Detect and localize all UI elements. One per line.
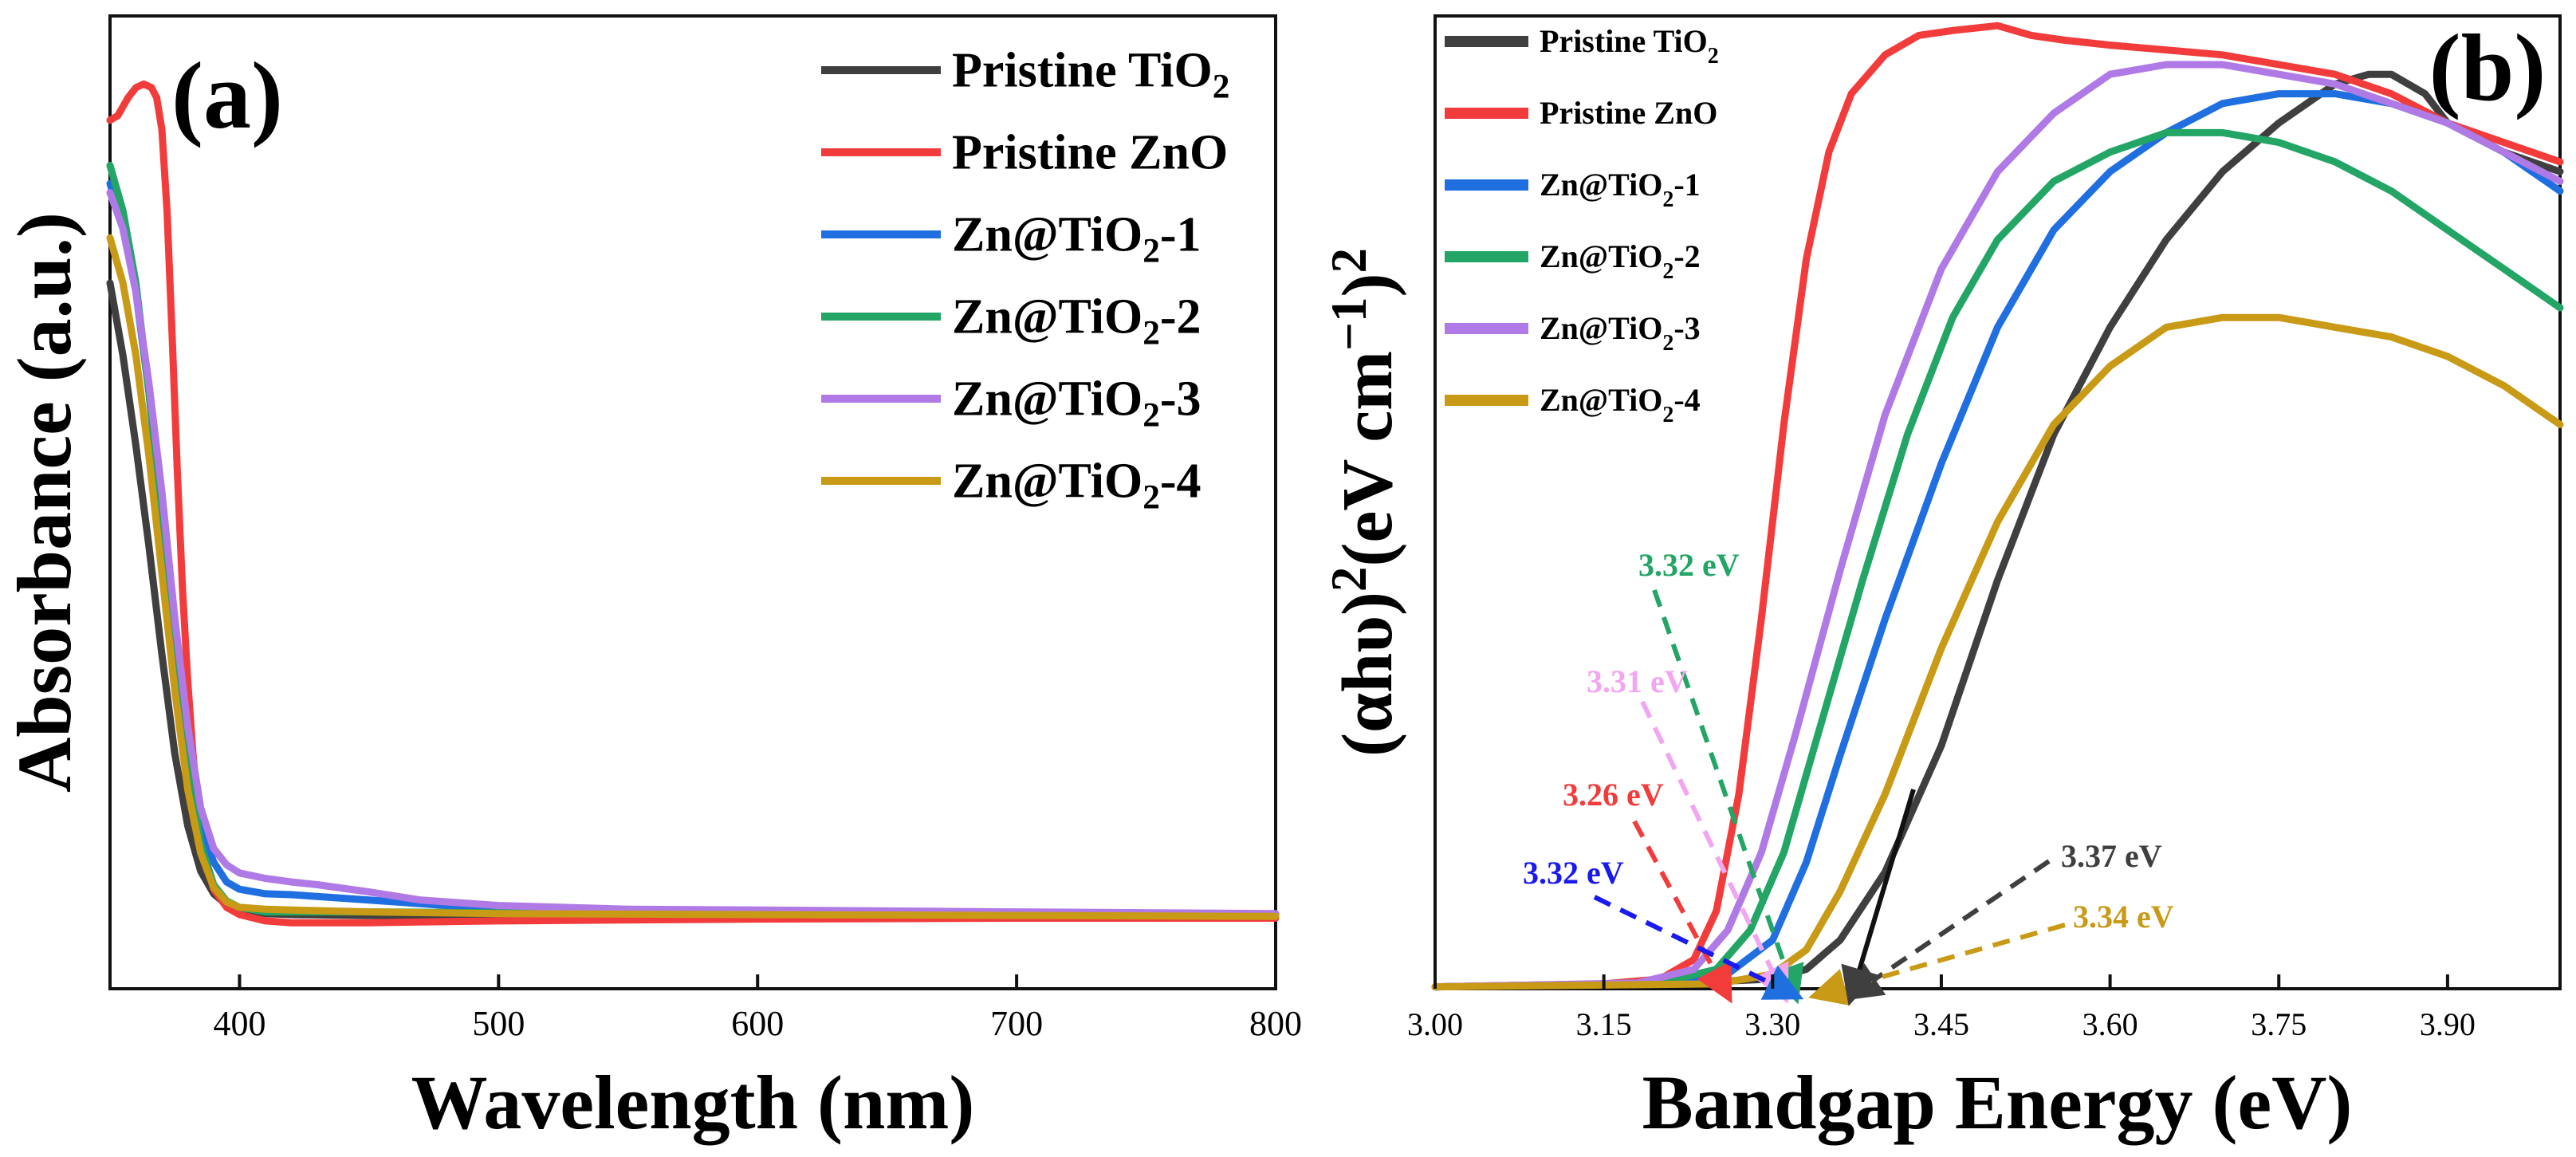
x-tick-label: 3.90 — [2420, 1006, 2476, 1042]
legend-label-subscript: 2 — [1213, 67, 1230, 105]
x-ticks-b: 3.00 3.15 3.30 3.45 3.60 3.75 3.90 — [1407, 974, 2476, 1042]
legend-label-pristine_zno: Pristine ZnO — [1540, 95, 1717, 131]
annotation-label-pristine_tio2: 3.37 eV — [2061, 838, 2162, 874]
legend-label-zn_tio2_1: Zn@TiO2-1 — [952, 207, 1201, 270]
legend-label-subscript: 2 — [1662, 403, 1673, 427]
series-line-pristine_tio2 — [1431, 70, 2564, 991]
legend-label-zn_tio2_2: Zn@TiO2-2 — [952, 289, 1201, 352]
series-line-pristine_zno — [1431, 22, 2564, 991]
annotation-arrow-pristine_tio2 — [1843, 859, 2051, 1001]
annotation-arrow-zn_tio2_3 — [1640, 700, 1789, 1004]
legend-label-suffix: -1 — [1673, 167, 1700, 203]
series-line-zn_tio2_3 — [1431, 61, 2564, 991]
annotation-label-pristine_zno: 3.26 eV — [1563, 777, 1664, 813]
x-tick-label: 700 — [990, 1004, 1043, 1043]
x-axis-title-b: Bandgap Energy (eV) — [1642, 1060, 2353, 1145]
legend-label-name: Pristine TiO — [1540, 23, 1708, 59]
annotation-arrow-pristine_zno — [1632, 820, 1732, 1004]
y-axis-title-superscript: 2 — [1321, 567, 1377, 592]
y-axis-title-part: ) — [1328, 273, 1407, 297]
legend-label-name: Zn@TiO — [952, 289, 1142, 344]
panel-label-b: (b) — [2429, 14, 2547, 120]
legend-label-subscript: 2 — [1142, 478, 1160, 516]
legend-label-suffix: -2 — [1673, 238, 1700, 274]
legend-label-subscript: 2 — [1662, 331, 1673, 356]
plot-frame-a — [108, 14, 1277, 990]
panel-label-a: (a) — [171, 42, 283, 148]
y-axis-title-superscript: −1 — [1321, 297, 1377, 350]
series-line-zn_tio2_2 — [1431, 128, 2564, 991]
legend-label-subscript: 2 — [1142, 396, 1160, 434]
y-axis-title-part: (eV cm — [1328, 351, 1407, 567]
legend-label-name: Zn@TiO — [952, 372, 1142, 426]
y-axis-title-superscript: 2 — [1321, 248, 1377, 274]
x-tick-label: 3.75 — [2251, 1006, 2307, 1042]
x-ticks-a: 400 500 600 700 800 — [213, 974, 1302, 1043]
legend-label-pristine_tio2: Pristine TiO2 — [952, 43, 1229, 105]
legend-label-name: Zn@TiO — [1540, 167, 1662, 203]
series-line-zn_tio2_1 — [1431, 90, 2564, 991]
x-tick-label: 3.45 — [1913, 1006, 1969, 1042]
legend-label-name: Pristine ZnO — [952, 125, 1228, 179]
annotation-label-zn_tio2_2: 3.32 eV — [1638, 547, 1740, 583]
annotation-label-zn_tio2_3: 3.31 eV — [1587, 663, 1688, 699]
annotation-label-zn_tio2_4: 3.34 eV — [2073, 899, 2174, 935]
legend-label-subscript: 2 — [1142, 231, 1160, 270]
legend-label-suffix: -3 — [1160, 372, 1201, 426]
legend-label-zn_tio2_3: Zn@TiO2-3 — [952, 372, 1201, 434]
legend-label-name: Zn@TiO — [952, 454, 1142, 508]
legend-label-zn_tio2_3: Zn@TiO2-3 — [1540, 310, 1701, 356]
legend-label-suffix: -4 — [1673, 382, 1700, 418]
legend-label-zn_tio2_4: Zn@TiO2-4 — [1540, 382, 1701, 427]
x-tick-label: 3.60 — [2082, 1006, 2138, 1042]
legend-label-zn_tio2_4: Zn@TiO2-4 — [952, 454, 1201, 516]
series-group-b — [1431, 22, 2564, 991]
legend-label-zn_tio2_2: Zn@TiO2-2 — [1540, 238, 1701, 284]
legend-label-suffix: -4 — [1160, 454, 1201, 508]
x-tick-label: 3.15 — [1576, 1006, 1632, 1042]
legend-label-pristine_zno: Pristine ZnO — [952, 125, 1228, 179]
tangent-arrow-pristine_tio2 — [1841, 789, 1916, 1006]
legend-label-subscript: 2 — [1662, 187, 1673, 212]
annotations-b: 3.32 eV 3.31 eV 3.26 eV 3.32 eV 3.37 eV 3.34 … — [1523, 547, 2174, 1006]
legend-label-name: Pristine ZnO — [1540, 95, 1717, 131]
legend-label-zn_tio2_1: Zn@TiO2-1 — [1540, 167, 1701, 212]
x-tick-label: 600 — [731, 1004, 784, 1043]
x-tick-label: 500 — [472, 1004, 525, 1043]
annotation-arrow-zn_tio2_2 — [1652, 589, 1804, 1005]
legend-label-name: Pristine TiO — [952, 43, 1213, 97]
legend-label-suffix: -2 — [1160, 289, 1201, 344]
annotation-arrow-zn_tio2_1 — [1593, 895, 1804, 1000]
legend-label-subscript: 2 — [1708, 44, 1719, 69]
series-line-zn_tio2_3 — [106, 189, 1280, 918]
legend-label-name: Zn@TiO — [1540, 238, 1662, 274]
panel-a: (a) 400 500 600 700 800 Pristine TiO2Pristin… — [2, 14, 1302, 1145]
x-tick-label: 800 — [1249, 1004, 1302, 1043]
legend-label-name: Zn@TiO — [1540, 382, 1662, 418]
y-axis-title-b: (αhυ)2(eV cm−1)2 — [1321, 248, 1407, 757]
y-axis-title-part: (αhυ) — [1328, 592, 1407, 757]
legend-label-subscript: 2 — [1142, 313, 1160, 352]
legend-label-name: Zn@TiO — [1540, 310, 1662, 346]
legend-label-pristine_tio2: Pristine TiO2 — [1540, 23, 1719, 69]
y-axis-title-a: Absorbance (a.u.) — [2, 212, 87, 793]
annotation-label-zn_tio2_1: 3.32 eV — [1523, 855, 1624, 891]
x-tick-label: 3.30 — [1744, 1006, 1800, 1042]
legend-label-name: Zn@TiO — [952, 207, 1142, 262]
legend-label-suffix: -1 — [1160, 207, 1201, 262]
series-group-a — [106, 80, 1280, 927]
series-line-zn_tio2_2 — [106, 162, 1280, 919]
series-line-zn_tio2_4 — [106, 234, 1280, 920]
plot-frame-b — [1434, 14, 2562, 990]
legend-label-suffix: -3 — [1673, 310, 1700, 346]
panel-b: (b) 3.32 eV3.31 eV3.26 eV3.32 eV 3.37 eV3… — [1321, 14, 2564, 1145]
x-axis-title-a: Wavelength (nm) — [411, 1060, 975, 1145]
x-tick-label: 3.00 — [1407, 1006, 1463, 1042]
legend-label-subscript: 2 — [1662, 259, 1673, 284]
x-tick-label: 400 — [213, 1004, 265, 1043]
series-line-zn_tio2_4 — [1431, 313, 2564, 991]
